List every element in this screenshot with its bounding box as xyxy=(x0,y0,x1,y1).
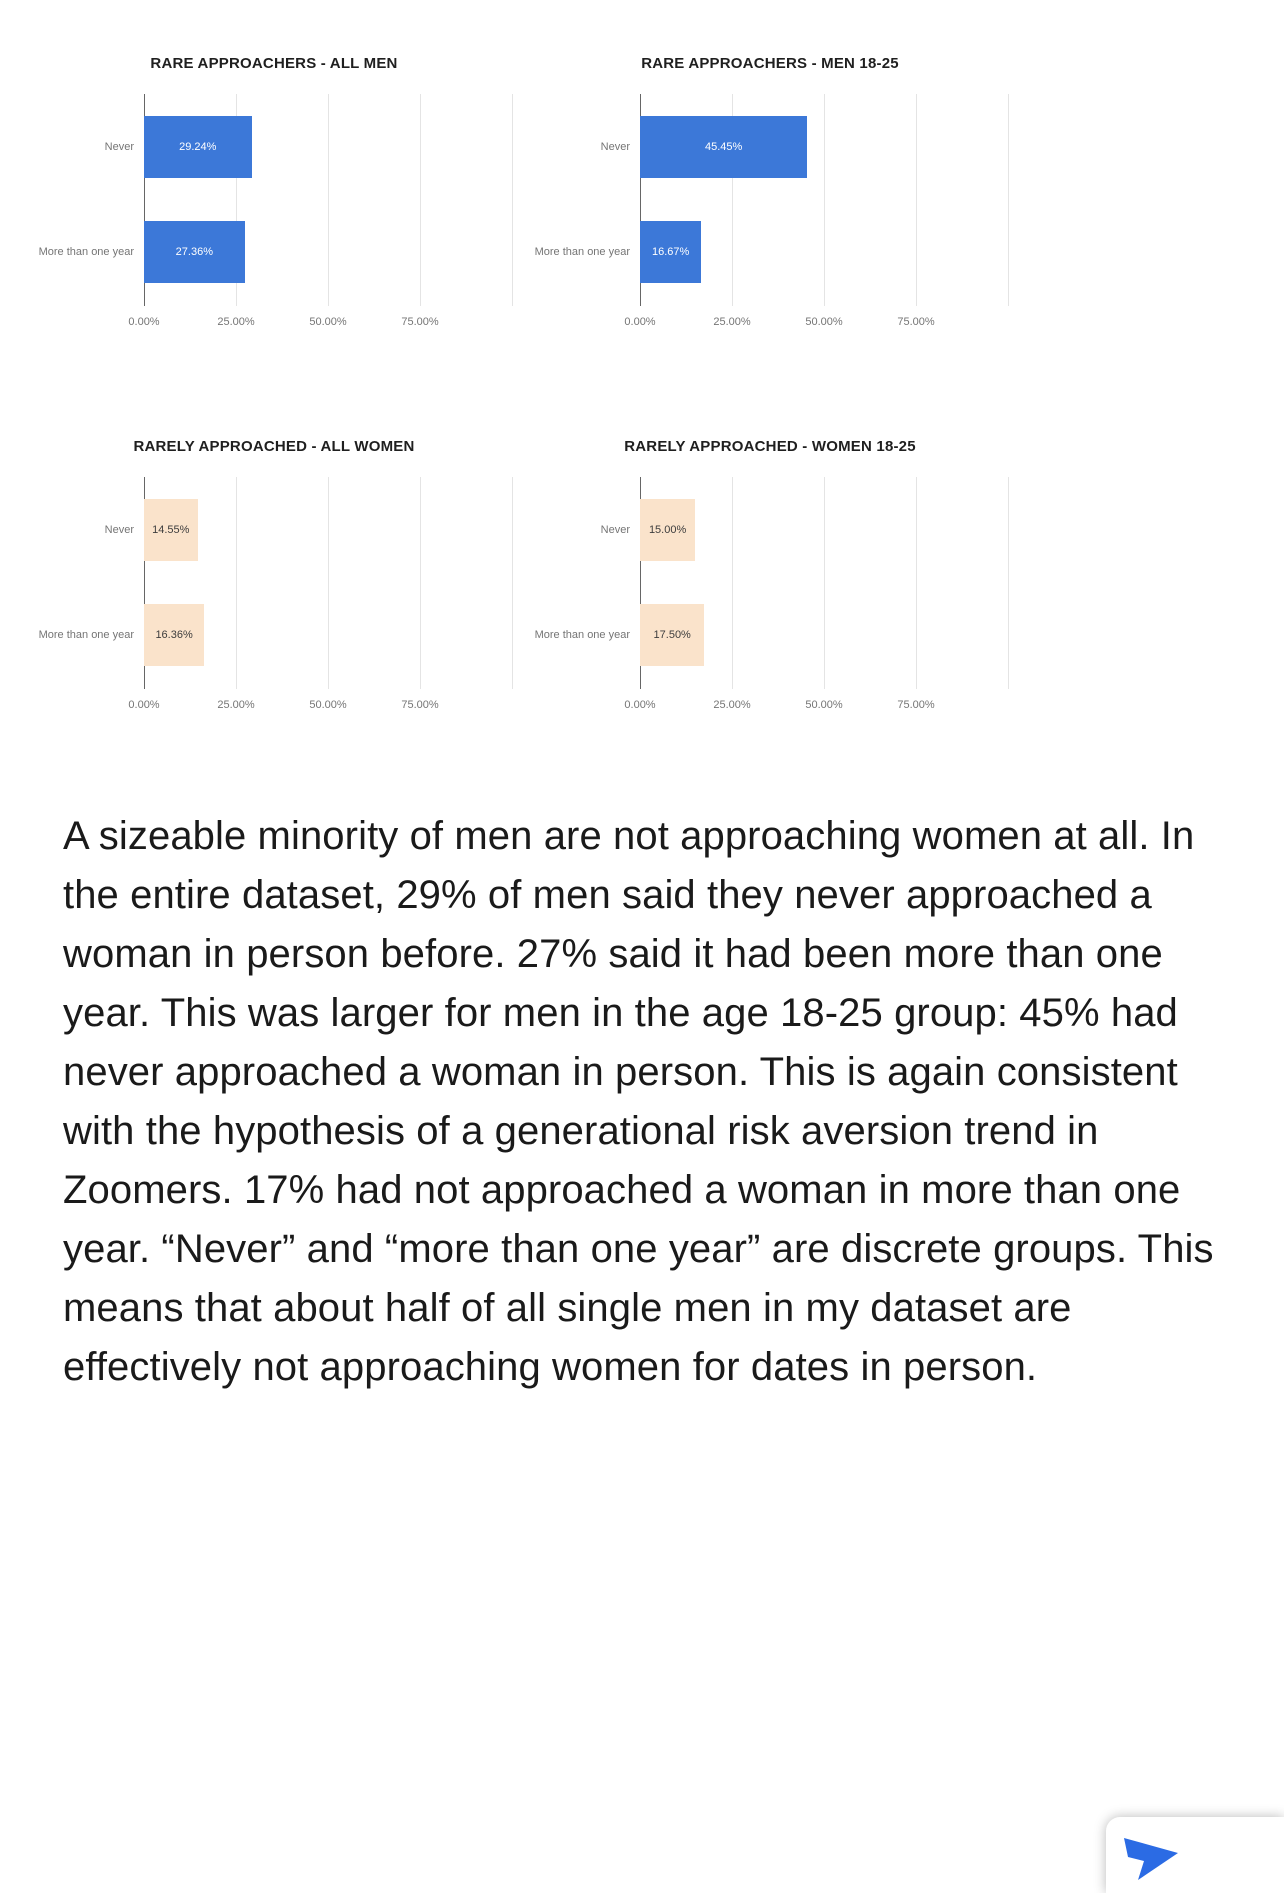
chart-rarely-approached-women-18-25: RARELY APPROACHED - WOMEN 18-25 Never Mor… xyxy=(522,438,1018,721)
x-tick-label: 50.00% xyxy=(805,316,843,328)
category-label: Never xyxy=(600,140,630,153)
chart-title: RARELY APPROACHED - WOMEN 18-25 xyxy=(624,438,916,455)
category-label: More than one year xyxy=(534,628,630,641)
category-column: Never More than one year xyxy=(522,477,640,689)
gridline xyxy=(420,94,421,306)
category-column: Never More than one year xyxy=(522,94,640,306)
chart-title: RARE APPROACHERS - ALL MEN xyxy=(150,55,398,72)
bar-value-label: 45.45% xyxy=(704,140,743,153)
bar-row: 29.24% xyxy=(144,94,522,199)
x-tick-label: 0.00% xyxy=(128,316,160,328)
x-axis-ticks: 0.00% 25.00% 50.00% 75.00% xyxy=(128,316,522,338)
x-tick-label: 25.00% xyxy=(713,699,751,711)
plot-area: 45.45% 16.67% xyxy=(640,94,1018,306)
x-tick-label: 50.00% xyxy=(309,316,347,328)
bar-row: 16.67% xyxy=(640,199,1018,304)
chart-body: Never More than one year 45.45% 16.67% xyxy=(522,94,1018,306)
gridline xyxy=(732,94,733,306)
bar-row: 14.55% xyxy=(144,477,522,582)
category-label: Never xyxy=(600,523,630,536)
category-column: Never More than one year xyxy=(26,477,144,689)
gridline xyxy=(732,477,733,689)
gridline xyxy=(1008,477,1009,689)
floating-action-button[interactable] xyxy=(1106,1817,1284,1893)
bar-value-label: 16.67% xyxy=(652,245,690,258)
chart-body: Never More than one year 14.55% 16.36% xyxy=(26,477,522,689)
gridline xyxy=(1008,94,1009,306)
category-label: Never xyxy=(104,523,134,536)
y-axis-line xyxy=(640,94,641,306)
article-paragraph: A sizeable minority of men are not appro… xyxy=(63,814,1214,1389)
bar-row: 17.50% xyxy=(640,582,1018,687)
bar-value-label: 27.36% xyxy=(175,245,213,258)
x-tick-label: 25.00% xyxy=(713,316,751,328)
gridline xyxy=(824,94,825,306)
category-label: Never xyxy=(104,140,134,153)
gridline xyxy=(916,94,917,306)
bar-value-label: 17.50% xyxy=(653,628,691,641)
bar: 15.00% xyxy=(640,498,696,561)
bar-value-label: 29.24% xyxy=(179,140,217,153)
bar-value-label: 16.36% xyxy=(155,628,193,641)
x-tick-label: 75.00% xyxy=(401,699,439,711)
gridline xyxy=(328,477,329,689)
gridline xyxy=(512,94,513,306)
x-tick-label: 75.00% xyxy=(897,699,935,711)
bar-row: 27.36% xyxy=(144,199,522,304)
chart-body: Never More than one year 15.00% 17.50% xyxy=(522,477,1018,689)
plot-area: 29.24% 27.36% xyxy=(144,94,522,306)
bar-row: 15.00% xyxy=(640,477,1018,582)
bar: 27.36% xyxy=(144,220,245,283)
gridline xyxy=(236,94,237,306)
plot-area: 14.55% 16.36% xyxy=(144,477,522,689)
blue-arrow-icon xyxy=(1124,1838,1178,1880)
y-axis-line xyxy=(144,477,145,689)
x-tick-label: 75.00% xyxy=(897,316,935,328)
chart-rare-approachers-men-18-25: RARE APPROACHERS - MEN 18-25 Never More t… xyxy=(522,55,1018,338)
gridline xyxy=(916,477,917,689)
charts-grid: RARE APPROACHERS - ALL MEN Never More tha… xyxy=(0,0,1284,721)
gridline xyxy=(824,477,825,689)
category-label: More than one year xyxy=(38,245,134,258)
gridline xyxy=(420,477,421,689)
bar-row: 45.45% xyxy=(640,94,1018,199)
bar: 16.67% xyxy=(640,220,702,283)
x-tick-label: 0.00% xyxy=(624,316,656,328)
chart-title: RARE APPROACHERS - MEN 18-25 xyxy=(641,55,899,72)
chart-body: Never More than one year 29.24% 27.36% xyxy=(26,94,522,306)
bar: 14.55% xyxy=(144,498,198,561)
x-tick-label: 0.00% xyxy=(624,699,656,711)
bar-row: 16.36% xyxy=(144,582,522,687)
plot-area: 15.00% 17.50% xyxy=(640,477,1018,689)
gridline xyxy=(328,94,329,306)
x-axis-ticks: 0.00% 25.00% 50.00% 75.00% xyxy=(624,316,1018,338)
x-tick-label: 50.00% xyxy=(309,699,347,711)
gridline xyxy=(236,477,237,689)
bar: 16.36% xyxy=(144,603,205,666)
bar: 29.24% xyxy=(144,115,252,178)
category-label: More than one year xyxy=(38,628,134,641)
x-tick-label: 50.00% xyxy=(805,699,843,711)
gridline xyxy=(512,477,513,689)
y-axis-line xyxy=(144,94,145,306)
category-label: More than one year xyxy=(534,245,630,258)
x-axis-ticks: 0.00% 25.00% 50.00% 75.00% xyxy=(624,699,1018,721)
x-tick-label: 25.00% xyxy=(217,699,255,711)
chart-rarely-approached-all-women: RARELY APPROACHED - ALL WOMEN Never More … xyxy=(26,438,522,721)
y-axis-line xyxy=(640,477,641,689)
bar-value-label: 15.00% xyxy=(648,523,687,536)
x-tick-label: 0.00% xyxy=(128,699,160,711)
bar-value-label: 14.55% xyxy=(152,523,190,536)
x-tick-label: 75.00% xyxy=(401,316,439,328)
x-axis-ticks: 0.00% 25.00% 50.00% 75.00% xyxy=(128,699,522,721)
bar: 45.45% xyxy=(640,115,808,178)
chart-title: RARELY APPROACHED - ALL WOMEN xyxy=(133,438,415,455)
x-tick-label: 25.00% xyxy=(217,316,255,328)
category-column: Never More than one year xyxy=(26,94,144,306)
bar: 17.50% xyxy=(640,603,705,666)
chart-rare-approachers-all-men: RARE APPROACHERS - ALL MEN Never More tha… xyxy=(26,55,522,338)
